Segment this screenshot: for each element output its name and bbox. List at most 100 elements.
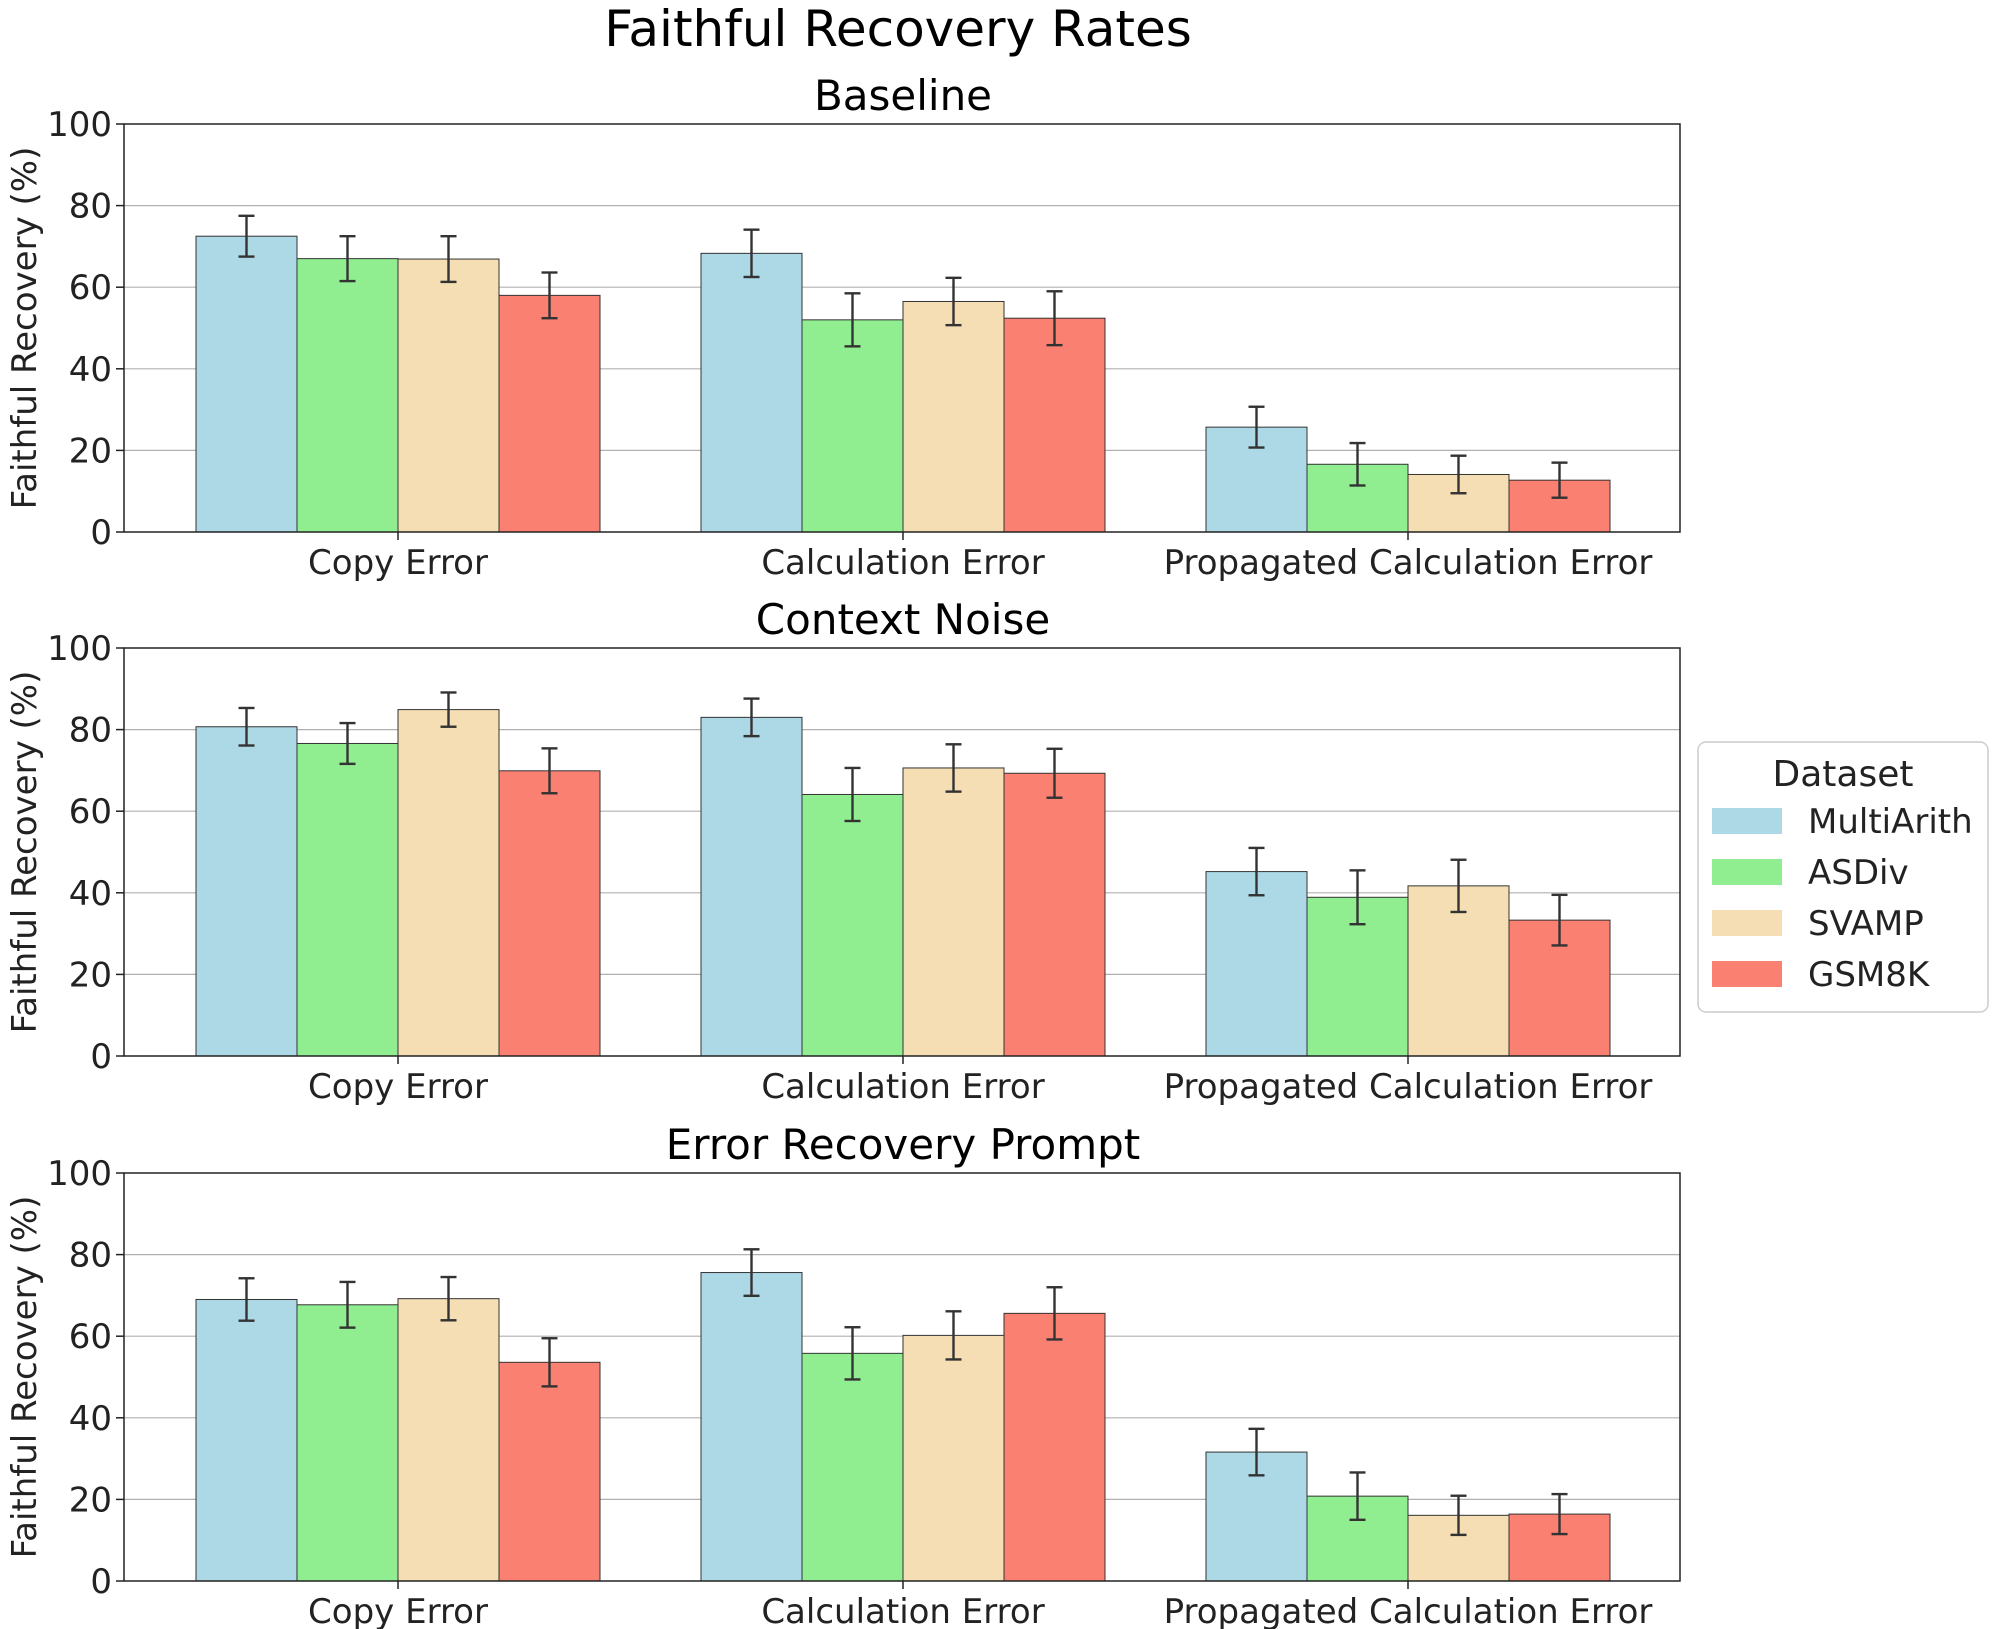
y-tick-label: 20 — [69, 431, 112, 471]
error-bar — [1551, 893, 1568, 947]
error-bar — [844, 292, 861, 348]
y-tick-label: 100 — [47, 629, 112, 669]
error-bar — [945, 743, 962, 793]
x-tick-label: Calculation Error — [761, 1592, 1044, 1629]
x-tick-label: Propagated Calculation Error — [1164, 543, 1653, 583]
y-axis-label: Faithful Recovery (%) — [5, 147, 45, 510]
error-bar — [844, 766, 861, 823]
panel-1: Context Noise 0 20 40 60 80 100 Copy Error Calcu… — [5, 595, 1681, 1107]
panel-title: Error Recovery Prompt — [666, 1120, 1141, 1169]
error-bar — [945, 276, 962, 327]
bar-asdiv-1 — [801, 319, 904, 533]
bar-asdiv-0 — [296, 258, 399, 533]
error-bar — [945, 1310, 962, 1361]
error-bar — [1551, 461, 1568, 499]
y-tick-label: 0 — [90, 1562, 112, 1602]
y-tick-label: 60 — [69, 268, 112, 308]
error-bar — [1248, 405, 1265, 449]
error-bar — [844, 1326, 861, 1381]
x-tick-label: Propagated Calculation Error — [1164, 1592, 1653, 1629]
bar-svamp-2 — [1407, 885, 1510, 1057]
error-bar — [1248, 1427, 1265, 1477]
bar-multiarith-0 — [195, 1298, 298, 1582]
bar-svamp-0 — [397, 1298, 500, 1582]
bar-svamp-1 — [902, 767, 1005, 1057]
y-tick-label: 60 — [69, 792, 112, 832]
y-tick-label: 80 — [69, 711, 112, 751]
bar-multiarith-1 — [700, 716, 803, 1057]
axes-frame — [123, 647, 1681, 1057]
error-bar — [1349, 1471, 1366, 1522]
bar-gsm8k-0 — [498, 294, 601, 533]
bar-multiarith-0 — [195, 726, 298, 1057]
y-tick-label: 80 — [69, 187, 112, 227]
bar-gsm8k-0 — [498, 1361, 601, 1582]
y-axis-label: Faithful Recovery (%) — [5, 1196, 45, 1559]
bar-asdiv-1 — [801, 793, 904, 1057]
error-bar — [339, 1280, 356, 1329]
error-bar — [1046, 290, 1063, 347]
bar-gsm8k-1 — [1003, 1312, 1106, 1582]
error-bar — [339, 721, 356, 766]
bar-gsm8k-1 — [1003, 772, 1106, 1057]
error-bar — [1349, 441, 1366, 487]
bar-gsm8k-0 — [498, 770, 601, 1057]
error-bar — [541, 271, 558, 320]
bar-svamp-1 — [902, 1334, 1005, 1582]
bar-gsm8k-1 — [1003, 317, 1106, 533]
figure-title: Faithful Recovery Rates — [604, 0, 1192, 58]
error-bar — [1450, 454, 1467, 495]
x-tick-label: Copy Error — [308, 1067, 488, 1107]
error-bar — [743, 228, 760, 279]
error-bar — [1551, 1492, 1568, 1536]
error-bar — [238, 706, 255, 747]
legend-label: MultiArith — [1808, 802, 1973, 842]
error-bar — [1248, 846, 1265, 897]
panels: Baseline 0 20 40 60 80 100 Copy Error Calculatio… — [5, 71, 1681, 1629]
x-tick-label: Propagated Calculation Error — [1164, 1067, 1653, 1107]
bar-svamp-0 — [397, 258, 500, 533]
legend-label: ASDiv — [1808, 853, 1909, 893]
bar-svamp-1 — [902, 300, 1005, 533]
legend-label: GSM8K — [1808, 955, 1931, 995]
error-bar — [743, 1248, 760, 1298]
panel-0: Baseline 0 20 40 60 80 100 Copy Error Calculatio… — [5, 71, 1681, 583]
panel-title: Context Noise — [756, 595, 1050, 644]
x-tick-label: Copy Error — [308, 1592, 488, 1629]
y-tick-label: 100 — [47, 1154, 112, 1194]
error-bar — [1450, 1494, 1467, 1537]
y-tick-label: 20 — [69, 1480, 112, 1520]
legend-swatch — [1712, 910, 1782, 936]
x-tick-label: Copy Error — [308, 543, 488, 583]
y-tick-label: 0 — [90, 1037, 112, 1077]
bar-asdiv-1 — [801, 1352, 904, 1582]
y-tick-label: 80 — [69, 1236, 112, 1276]
y-tick-label: 100 — [47, 105, 112, 145]
legend-title: Dataset — [1773, 754, 1914, 795]
y-tick-label: 60 — [69, 1317, 112, 1357]
bar-multiarith-1 — [700, 1272, 803, 1582]
error-bar — [1046, 1286, 1063, 1341]
error-bar — [238, 1277, 255, 1322]
error-bar — [1450, 858, 1467, 914]
legend-swatch — [1712, 859, 1782, 885]
bar-asdiv-0 — [296, 742, 399, 1057]
error-bar — [1046, 747, 1063, 799]
legend-swatch — [1712, 961, 1782, 987]
error-bar — [541, 1337, 558, 1388]
bar-asdiv-0 — [296, 1304, 399, 1582]
axes-frame — [123, 123, 1681, 533]
x-tick-label: Calculation Error — [761, 543, 1044, 583]
bar-multiarith-2 — [1205, 871, 1308, 1057]
y-tick-label: 40 — [69, 1399, 112, 1439]
error-bar — [1349, 869, 1366, 926]
error-bar — [238, 214, 255, 258]
error-bar — [541, 747, 558, 795]
bar-svamp-0 — [397, 709, 500, 1057]
y-axis-label: Faithful Recovery (%) — [5, 671, 45, 1034]
bar-multiarith-0 — [195, 235, 298, 533]
y-tick-label: 40 — [69, 874, 112, 914]
error-bar — [440, 691, 457, 728]
axes-frame — [123, 1172, 1681, 1582]
